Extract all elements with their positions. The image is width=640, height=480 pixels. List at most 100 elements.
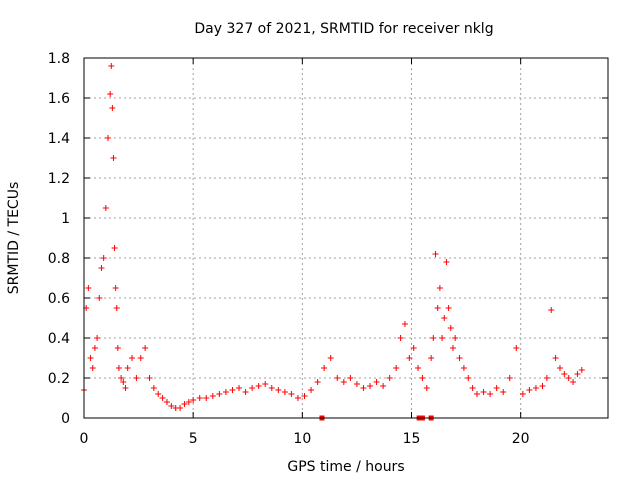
data-point [112, 285, 119, 291]
data-point [500, 389, 507, 395]
data-point [423, 385, 430, 391]
y-tick-label: 0.4 [48, 331, 70, 347]
data-point [89, 365, 96, 371]
data-point [410, 345, 417, 351]
data-point [294, 395, 301, 401]
y-tick-label: 0.8 [48, 251, 70, 267]
y-tick-label: 1.4 [48, 131, 70, 147]
data-point [447, 325, 454, 331]
data-point [456, 355, 463, 361]
data-point [115, 365, 122, 371]
data-point [137, 355, 144, 361]
data-point [209, 393, 216, 399]
data-point [556, 365, 563, 371]
data-point [449, 345, 456, 351]
axis-ticks: 0 0.2 0.4 0.6 0.8 1 1.2 1.4 1.6 1.8 0 5 10 15 20 [48, 51, 608, 447]
data-point [526, 387, 533, 393]
x-tick-label: 5 [189, 431, 198, 447]
grid [84, 58, 608, 418]
data-point [436, 285, 443, 291]
data-point [122, 385, 129, 391]
data-point [133, 375, 140, 381]
data-point [142, 345, 149, 351]
data-point [111, 245, 118, 251]
data-point [415, 365, 422, 371]
data-point [229, 387, 236, 393]
data-point [347, 375, 354, 381]
data-point [314, 379, 321, 385]
data-point [107, 91, 114, 97]
data-point [275, 387, 282, 393]
data-point [159, 395, 166, 401]
data-point [109, 105, 116, 111]
data-point [445, 305, 452, 311]
data-point [255, 383, 262, 389]
y-tick-label: 0.6 [48, 291, 70, 307]
data-point [480, 389, 487, 395]
data-point [353, 381, 360, 387]
data-point [96, 295, 103, 301]
data-point [190, 397, 197, 403]
plot-frame [83, 57, 609, 419]
data-point [513, 345, 520, 351]
data-point [441, 315, 448, 321]
data-point [428, 355, 435, 361]
data-point [474, 391, 480, 397]
data-point [87, 355, 94, 361]
data-point [236, 385, 243, 391]
data-point [561, 371, 568, 377]
y-tick-label: 1.2 [48, 171, 70, 187]
data-point [100, 255, 107, 261]
data-point [222, 389, 229, 395]
data-point [308, 387, 315, 393]
data-point [110, 155, 117, 161]
data-point [113, 305, 120, 311]
data-point [465, 375, 472, 381]
data-point [532, 385, 539, 391]
data-point [406, 355, 413, 361]
data-point [548, 307, 555, 313]
data-point [334, 375, 341, 381]
data-point [487, 391, 494, 397]
y-tick-label: 0 [61, 411, 70, 427]
data-point [460, 365, 467, 371]
data-point [281, 389, 288, 395]
y-tick-label: 1.6 [48, 91, 70, 107]
data-point [552, 355, 559, 361]
x-tick-label: 0 [80, 431, 89, 447]
x-tick-label: 15 [403, 431, 421, 447]
data-point [120, 379, 127, 385]
data-point [519, 391, 526, 397]
data-point [288, 391, 295, 397]
data-point [321, 365, 328, 371]
data-point [196, 395, 203, 401]
data-point [380, 383, 387, 389]
y-tick-label: 0.2 [48, 371, 70, 387]
data-point [114, 345, 121, 351]
data-point [543, 375, 550, 381]
data-point [203, 395, 210, 401]
data-point [469, 385, 476, 391]
data-point [578, 367, 585, 373]
data-point [102, 205, 109, 211]
x-axis-label: GPS time / hours [287, 459, 404, 475]
data-point [432, 251, 439, 257]
data-point [443, 259, 450, 265]
data-point [262, 381, 269, 387]
data-point [397, 335, 404, 341]
data-point [216, 391, 223, 397]
data-point [360, 385, 367, 391]
data-point [242, 389, 249, 395]
data-point [539, 383, 546, 389]
data-point [386, 375, 393, 381]
data-point [98, 265, 105, 271]
data-point [493, 385, 500, 391]
y-tick-label: 1.8 [48, 51, 70, 67]
data-point [124, 365, 131, 371]
data-point [367, 383, 374, 389]
data-point [91, 345, 98, 351]
data-point [506, 375, 513, 381]
data-point [340, 379, 347, 385]
data-point [327, 355, 334, 361]
